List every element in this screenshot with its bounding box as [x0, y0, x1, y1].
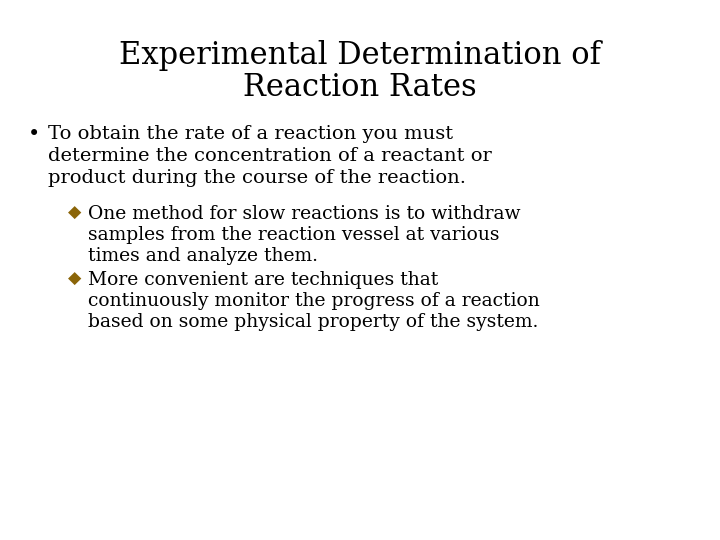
Text: samples from the reaction vessel at various: samples from the reaction vessel at vari… — [88, 226, 500, 244]
Text: More convenient are techniques that: More convenient are techniques that — [88, 271, 438, 289]
Text: times and analyze them.: times and analyze them. — [88, 247, 318, 265]
Text: ◆: ◆ — [68, 271, 81, 288]
Text: product during the course of the reaction.: product during the course of the reactio… — [48, 169, 466, 187]
Text: Experimental Determination of: Experimental Determination of — [119, 40, 601, 71]
Text: •: • — [28, 125, 40, 144]
Text: One method for slow reactions is to withdraw: One method for slow reactions is to with… — [88, 205, 521, 223]
Text: continuously monitor the progress of a reaction: continuously monitor the progress of a r… — [88, 292, 540, 310]
Text: ◆: ◆ — [68, 205, 81, 222]
Text: based on some physical property of the system.: based on some physical property of the s… — [88, 313, 539, 331]
Text: To obtain the rate of a reaction you must: To obtain the rate of a reaction you mus… — [48, 125, 453, 143]
Text: Reaction Rates: Reaction Rates — [243, 72, 477, 103]
Text: determine the concentration of a reactant or: determine the concentration of a reactan… — [48, 147, 492, 165]
